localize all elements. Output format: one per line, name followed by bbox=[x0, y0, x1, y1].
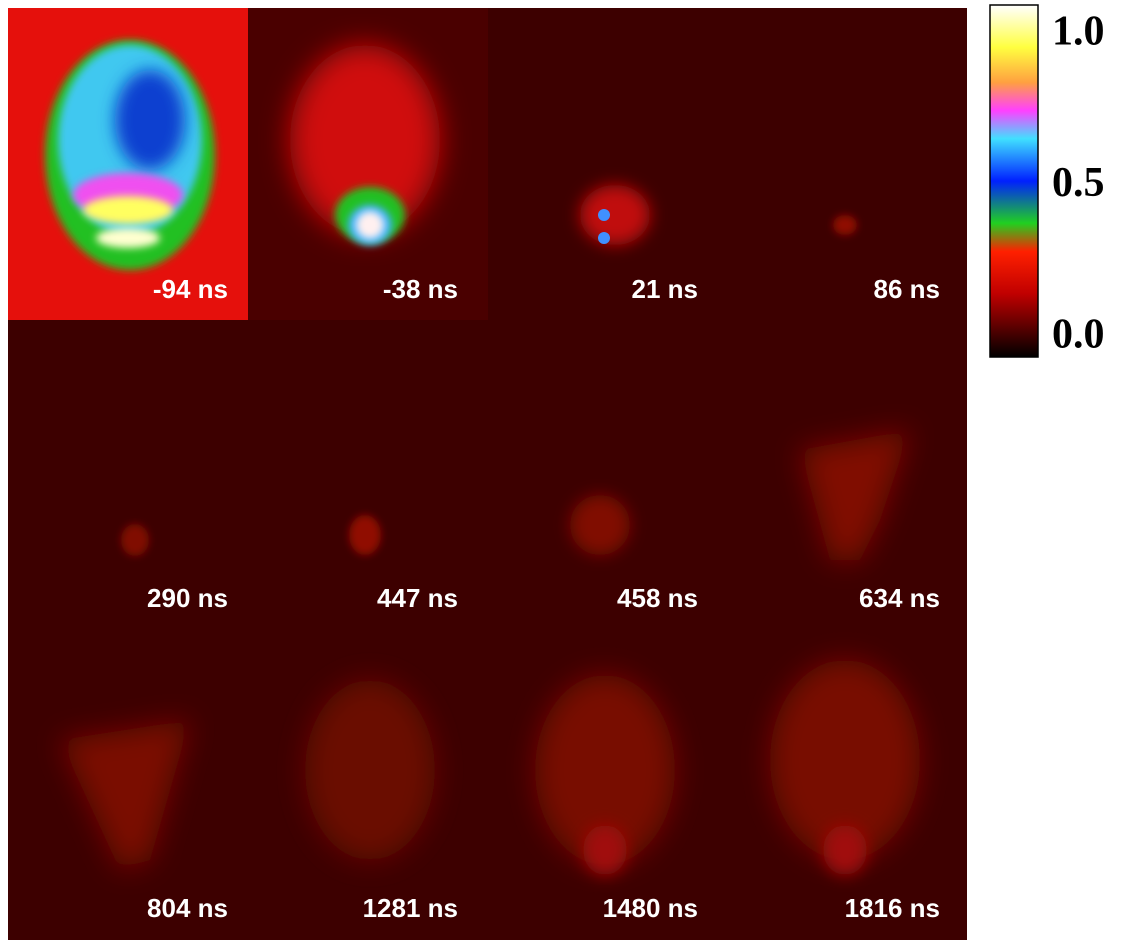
panel-label: -38 ns bbox=[383, 274, 458, 304]
panel-label: 804 ns bbox=[147, 893, 228, 923]
colorbar-tick-label: 0.0 bbox=[1052, 312, 1105, 358]
panel-label: 86 ns bbox=[874, 274, 941, 304]
colorbar-tick-label: 0.5 bbox=[1052, 160, 1105, 206]
panel-label: 1281 ns bbox=[363, 893, 458, 923]
colorbar-tick-label: 1.0 bbox=[1052, 9, 1105, 55]
figure: -94 ns -38 ns 21 ns 86 ns 290 ns 447 ns 458 ns… bbox=[0, 0, 1122, 940]
colorbar bbox=[990, 5, 1038, 357]
panel-label: 1816 ns bbox=[845, 893, 940, 923]
panel-label: 447 ns bbox=[377, 583, 458, 613]
panel-label: -94 ns bbox=[153, 274, 228, 304]
panel-label: 21 ns bbox=[632, 274, 699, 304]
panel-label: 634 ns bbox=[859, 583, 940, 613]
panel-label: 458 ns bbox=[617, 583, 698, 613]
panel-label: 1480 ns bbox=[603, 893, 698, 923]
panel-label: 290 ns bbox=[147, 583, 228, 613]
